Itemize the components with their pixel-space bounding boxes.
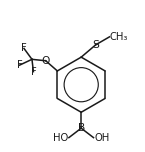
Text: F: F <box>31 67 36 77</box>
Text: OH: OH <box>94 133 109 143</box>
Text: CH₃: CH₃ <box>110 32 128 42</box>
Text: F: F <box>21 43 27 54</box>
Text: O: O <box>42 56 50 66</box>
Text: F: F <box>17 60 22 70</box>
Text: HO: HO <box>53 133 68 143</box>
Text: S: S <box>92 40 99 50</box>
Text: B: B <box>78 123 85 133</box>
